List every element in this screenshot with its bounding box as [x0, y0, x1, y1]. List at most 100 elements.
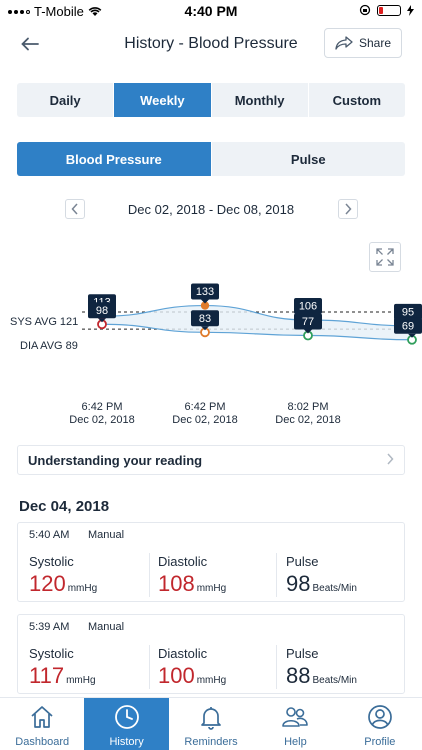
pulse-unit: Beats/Min [312, 583, 357, 594]
status-time: 4:40 PM [184, 3, 238, 19]
bell-icon [201, 707, 221, 730]
pulse-value: 98 Beats/Min [286, 572, 357, 601]
back-arrow-icon [21, 37, 39, 51]
date-range-navigator: Dec 02, 2018 - Dec 08, 2018 [0, 197, 422, 221]
sys-series-line [101, 304, 413, 327]
share-label: Share [358, 36, 391, 50]
diastolic-unit: mmHg [196, 583, 227, 594]
dia-data-label-bg [394, 317, 422, 334]
orientation-lock-icon [359, 4, 371, 16]
sys-point [200, 301, 210, 310]
dia-data-label-bg [294, 313, 322, 330]
profile-icon [367, 705, 392, 729]
x-tick-date: Dec 02, 2018 [69, 414, 135, 426]
pulse-unit: Beats/Min [312, 675, 357, 686]
pulse-number: 88 [286, 663, 311, 688]
expand-icon [376, 248, 394, 266]
tab-custom[interactable]: Custom [332, 92, 382, 108]
sys-avg-label: SYS AVG 121 [10, 316, 79, 328]
chevron-right-icon [345, 203, 352, 215]
battery-icon [377, 4, 401, 16]
share-button[interactable]: Share [323, 28, 402, 58]
sys-data-label-bg [394, 303, 422, 320]
share-icon [335, 36, 353, 50]
systolic-value: 120 mmHg [29, 572, 97, 601]
tab-reminders[interactable]: Reminders [169, 698, 253, 750]
x-tick-date: Dec 02, 2018 [275, 414, 341, 426]
divider [149, 553, 150, 597]
pulse-value: 88 Beats/Min [286, 664, 357, 693]
dia-data-label: 83 [199, 313, 211, 325]
tab-profile[interactable]: Profile [338, 698, 422, 750]
tab-monthly[interactable]: Monthly [212, 83, 309, 117]
diastolic-value: 108 mmHg [158, 572, 226, 601]
reading-time: 5:39 AM [29, 621, 70, 633]
diastolic-label: Diastolic [158, 646, 208, 661]
bp-chart-svg: 1131331069598837769 [82, 283, 422, 345]
systolic-number: 120 [29, 571, 66, 596]
chevron-right-icon [386, 453, 394, 468]
pulse-number: 98 [286, 571, 311, 596]
reading-mode: Manual [88, 621, 125, 633]
diastolic-value: 100 mmHg [158, 664, 226, 693]
dia-avg-label: DIA AVG 89 [20, 340, 78, 352]
carrier-group: T-Mobile [8, 4, 102, 19]
sys-data-label: 133 [196, 286, 214, 298]
sys-data-label-bg [294, 297, 322, 314]
tab-weekly[interactable]: Weekly [114, 83, 212, 117]
status-bar: T-Mobile 4:40 PM [0, 0, 422, 24]
tab-dashboard[interactable]: Dashboard [0, 698, 84, 750]
reading-mode: Manual [88, 529, 125, 541]
tab-blood-pressure[interactable]: Blood Pressure [17, 142, 212, 176]
help-people-icon [282, 707, 309, 727]
systolic-unit: mmHg [67, 583, 98, 594]
pulse-label: Pulse [286, 554, 319, 569]
understanding-reading-row[interactable]: Understanding your reading [17, 445, 405, 475]
charging-icon [407, 4, 414, 16]
diastolic-label: Diastolic [158, 554, 208, 569]
bottom-tab-bar: Dashboard History Reminders Help Profile [0, 697, 422, 750]
date-range-label: Dec 02, 2018 - Dec 08, 2018 [127, 202, 295, 217]
wifi-icon [88, 7, 102, 16]
sys-data-label: 106 [299, 300, 317, 312]
systolic-number: 117 [29, 663, 65, 688]
tab-pulse[interactable]: Pulse [290, 151, 326, 167]
dia-data-label-bg [191, 310, 219, 327]
understanding-reading-label: Understanding your reading [28, 452, 203, 468]
x-tick-time: 8:02 PM [287, 401, 329, 413]
sys-data-label-pointer [201, 299, 209, 304]
chevron-left-icon [71, 203, 78, 215]
header: History - Blood Pressure Share [0, 26, 422, 62]
tab-dashboard-label: Dashboard [15, 736, 70, 748]
next-week-button[interactable] [338, 199, 358, 219]
previous-week-button[interactable] [65, 199, 85, 219]
status-right [359, 4, 414, 16]
day-title: Dec 04, 2018 [19, 498, 110, 515]
home-icon [31, 706, 53, 728]
tab-history[interactable]: History [84, 698, 169, 750]
expand-chart-button[interactable] [369, 242, 401, 272]
dia-data-label-pointer [98, 318, 106, 323]
dia-data-label-pointer [201, 326, 209, 331]
metric-selector: Blood Pressure Pulse [17, 142, 405, 176]
period-selector: Daily Weekly Monthly Custom [17, 83, 405, 117]
tab-daily[interactable]: Daily [17, 83, 115, 117]
sys-data-label-bg [191, 283, 219, 300]
x-tick-label: 8:02 PM Dec 02, 2018 [263, 401, 353, 427]
x-tick-date: Dec 02, 2018 [172, 414, 238, 426]
back-button[interactable] [16, 30, 44, 58]
bp-range-area [102, 305, 412, 340]
divider [276, 553, 277, 597]
x-tick-label: 6:42 PM Dec 02, 2018 [160, 401, 250, 427]
tab-reminders-label: Reminders [184, 736, 238, 748]
dia-data-label: 69 [402, 320, 414, 332]
tab-profile-label: Profile [364, 736, 396, 748]
page-title: History - Blood Pressure [124, 35, 298, 52]
reading-card[interactable]: 5:40 AM Manual Systolic 120 mmHg Diastoli… [17, 522, 405, 602]
tab-help[interactable]: Help [253, 698, 337, 750]
dia-data-label-bg [88, 302, 116, 319]
reading-card[interactable]: 5:39 AM Manual Systolic 117 mmHg Diastoli… [17, 614, 405, 694]
x-tick-time: 6:42 PM [81, 401, 123, 413]
sys-data-label: 95 [402, 306, 414, 318]
diastolic-number: 108 [158, 571, 195, 596]
